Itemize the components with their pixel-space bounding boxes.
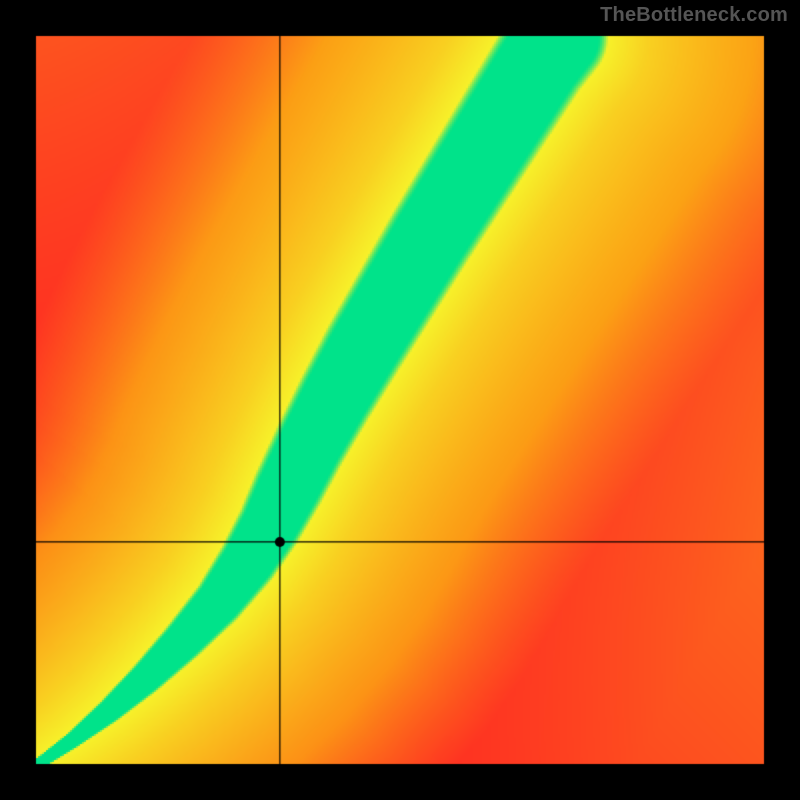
chart-container: TheBottleneck.com	[0, 0, 800, 800]
watermark-text: TheBottleneck.com	[600, 4, 788, 27]
heatmap-canvas	[0, 0, 800, 800]
